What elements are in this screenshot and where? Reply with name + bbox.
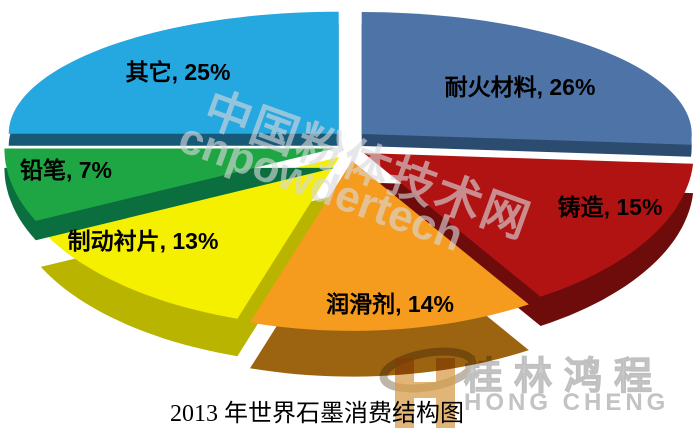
pie-slice (4, 148, 335, 221)
slice-label: 铅笔, 7% (20, 157, 112, 183)
pie-slice (363, 153, 694, 297)
pie-slice (250, 160, 529, 331)
slice-label: 润滑剂, 14% (326, 291, 454, 317)
slice-label: 耐火材料, 26% (445, 74, 596, 100)
pie-slice (40, 157, 340, 319)
pie-slice (361, 12, 692, 145)
slice-label: 铸造, 15% (558, 194, 663, 220)
slice-label: 制动衬片, 13% (68, 228, 219, 254)
pie-slice (8, 11, 339, 134)
slice-label: 其它, 25% (126, 59, 231, 85)
chart-title: 2013 年世界石墨消费结构图 (170, 401, 464, 427)
